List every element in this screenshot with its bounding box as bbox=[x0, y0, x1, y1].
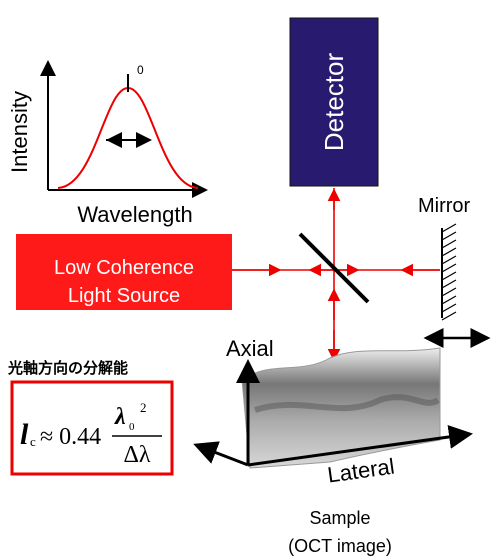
formula-denominator: Δλ bbox=[123, 442, 150, 468]
formula-numerator-sup: 2 bbox=[140, 400, 147, 415]
formula-approx: ≈ 0.44 bbox=[40, 424, 101, 450]
formula-symbol: l bbox=[20, 418, 29, 451]
sample-caption: (OCT image) bbox=[288, 536, 392, 556]
detector-box bbox=[289, 17, 379, 187]
mirror bbox=[423, 223, 491, 348]
y-label: Intensity bbox=[7, 91, 32, 173]
formula-subscript: c bbox=[30, 434, 36, 449]
peak-label: 0 bbox=[137, 63, 144, 77]
formula-title: 光軸方向の分解能 bbox=[7, 359, 128, 377]
formula-box bbox=[10, 380, 174, 476]
formula-numerator: λ bbox=[114, 404, 126, 430]
axial-label: Axial bbox=[226, 336, 274, 361]
formula-numerator-sub: 0 bbox=[129, 421, 135, 433]
mirror-label: Mirror bbox=[418, 195, 471, 217]
beam-splitter bbox=[298, 232, 370, 304]
source-line: Light Source bbox=[68, 285, 180, 307]
x-label: Wavelength bbox=[77, 202, 192, 227]
spectrum: 0 Intensity Wavelength bbox=[7, 60, 208, 227]
sample-caption: Sample bbox=[309, 508, 370, 528]
source-box bbox=[16, 234, 232, 310]
source-line: Low Coherence bbox=[54, 257, 194, 279]
detector-label: Detector bbox=[319, 53, 349, 152]
